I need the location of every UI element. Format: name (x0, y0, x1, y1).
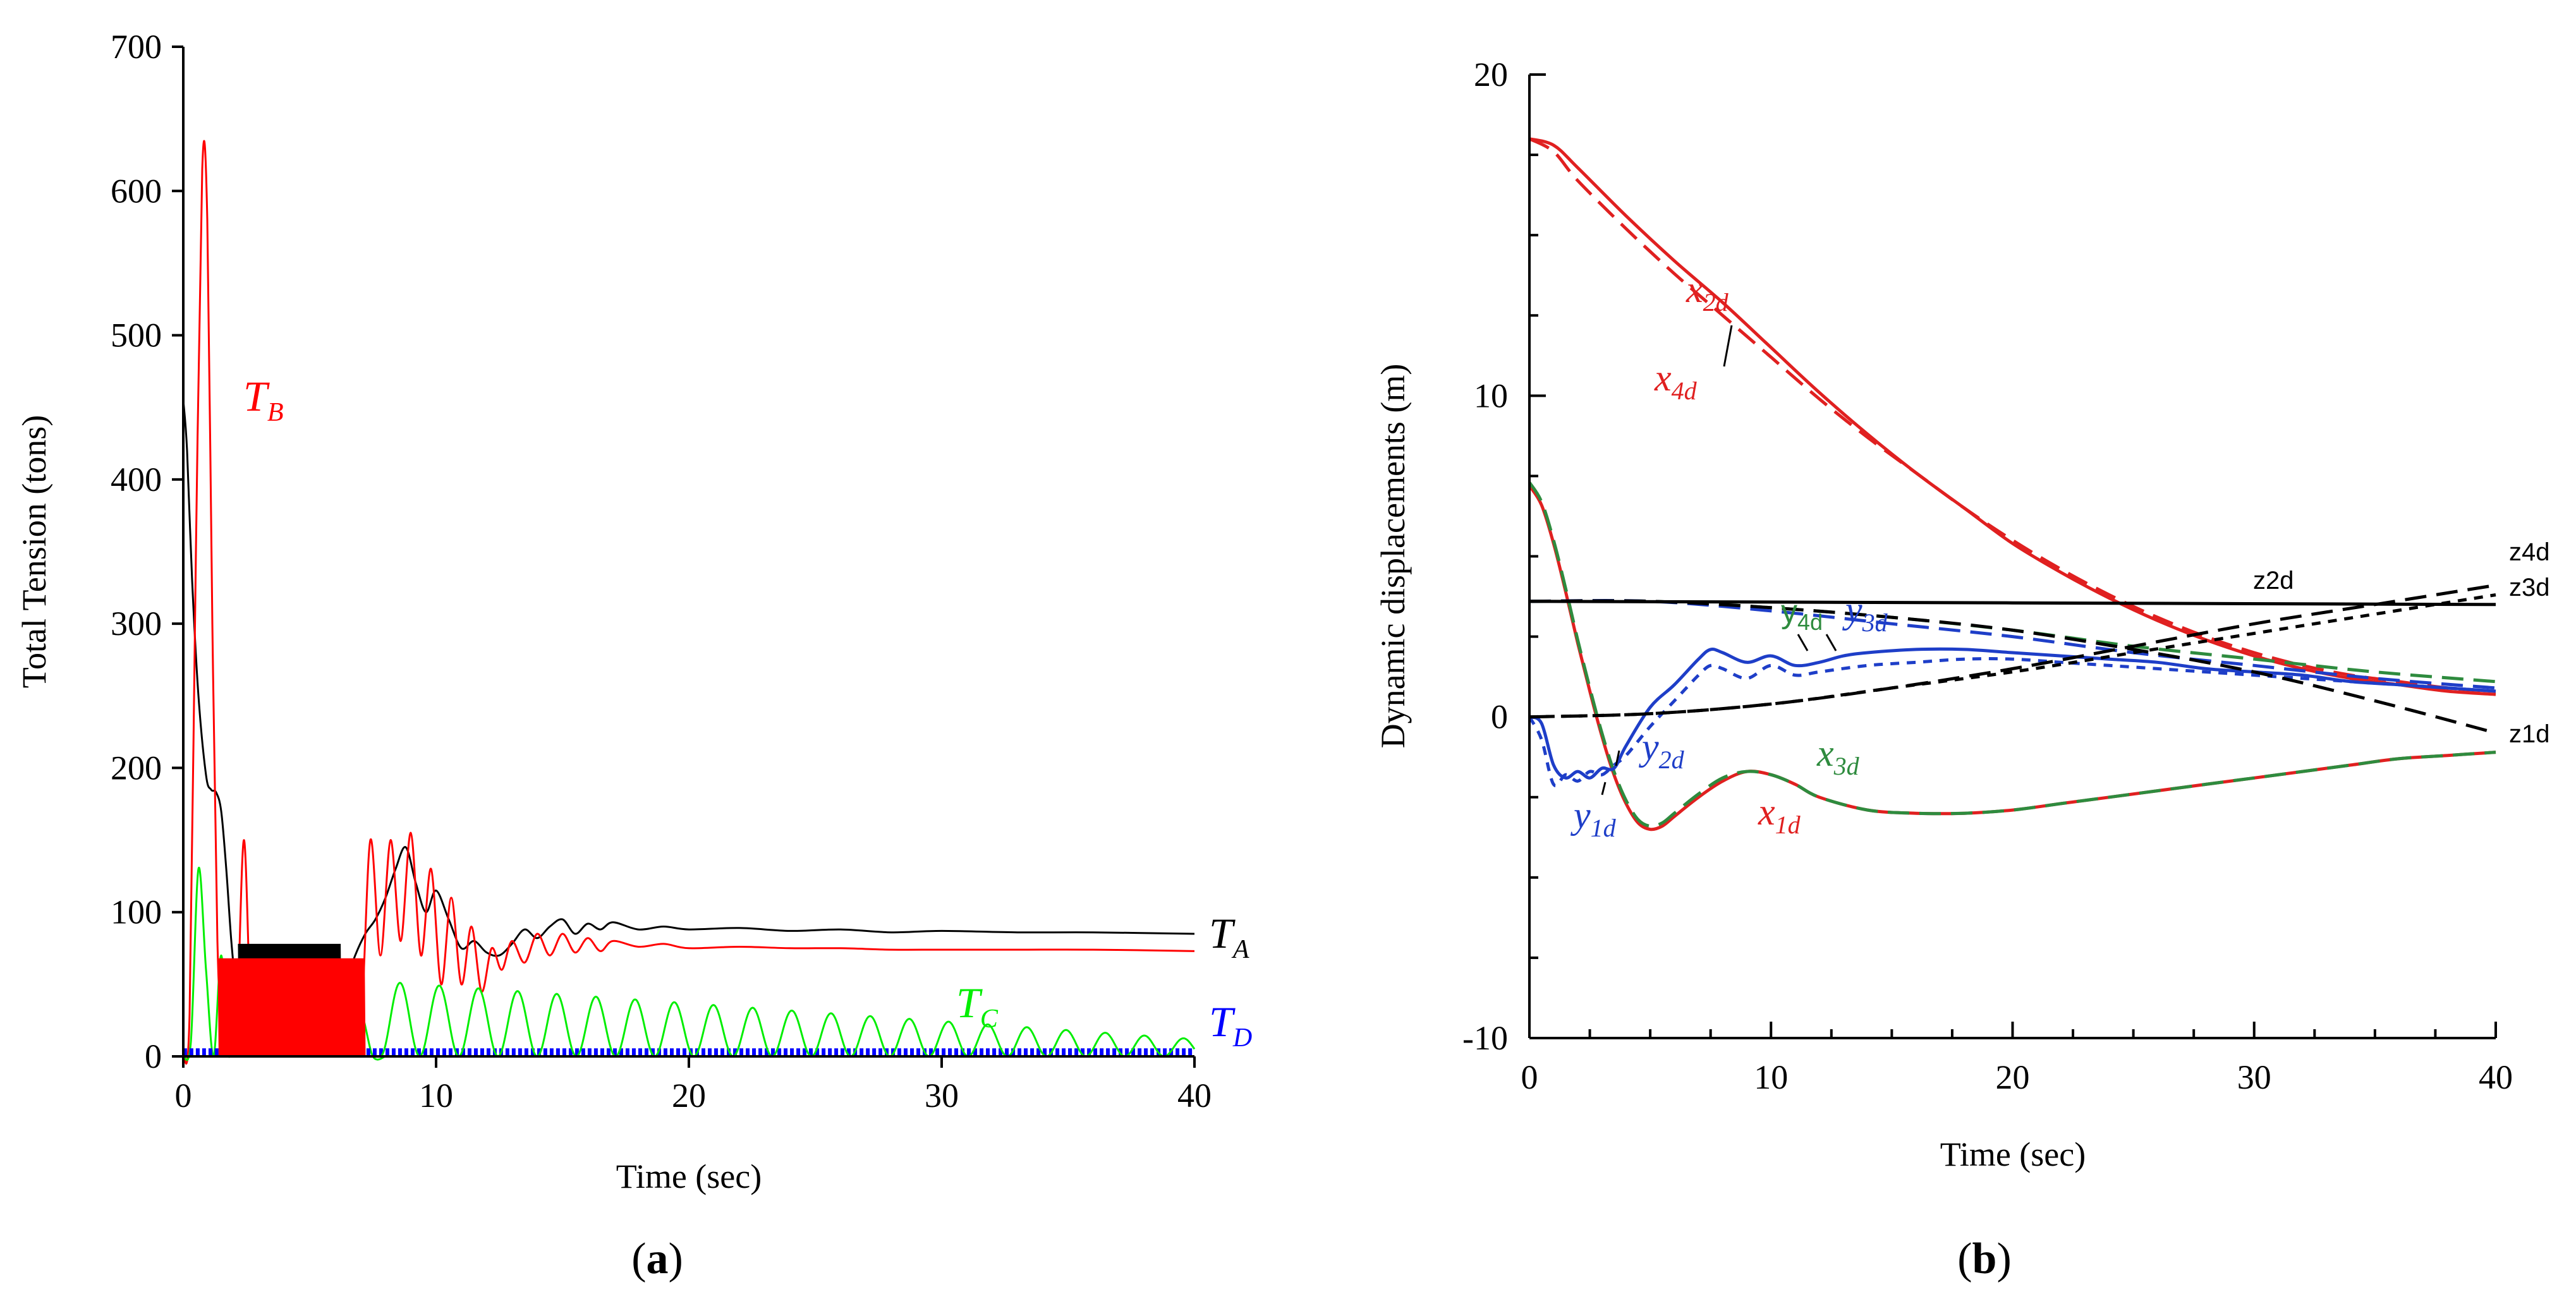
label-z4d: z4d (2509, 538, 2550, 566)
chart-a-series-layer (182, 140, 1196, 1065)
chart-b-xtick-label-3: 30 (2237, 1058, 2271, 1096)
chart-a-series-T_A (182, 400, 1195, 1018)
chart-b: 0 10 20 30 40 -10 0 10 20 Dynamic displacements … (1374, 56, 2550, 1283)
label-z1d: z1d (2509, 720, 2550, 748)
chart-b-leaders (1601, 325, 1837, 795)
chart-b-series-z1d (1529, 599, 2496, 735)
chart-b-series-z4d (1529, 583, 2496, 719)
label-T_D-main: T (1209, 998, 1236, 1046)
chart-a-xtick-label-1: 10 (419, 1077, 453, 1115)
chart-a-series-T_B (182, 140, 1195, 1065)
chart-b-ytick-label-0: -10 (1462, 1019, 1508, 1057)
chart-b-xtick-label-1: 10 (1754, 1058, 1788, 1096)
label-T_A-main: T (1209, 909, 1236, 957)
chart-a-ytick-label-7: 700 (111, 28, 162, 66)
label-T_A: TA (1209, 909, 1249, 964)
chart-a-ylabel: Total Tension (tons) (15, 415, 53, 688)
chart-a-series-T_C-tail (380, 982, 1196, 1058)
chart-b-xtick-label-4: 40 (2479, 1058, 2513, 1096)
chart-b-ytick-label-2: 10 (1474, 377, 1508, 414)
chart-a-ytick-label-4: 400 (111, 461, 162, 498)
chart-b-series-y1d (1528, 657, 2496, 787)
label-x2d: x2d (1686, 269, 1729, 317)
chart-b-xlabel: Time (sec) (1940, 1135, 2086, 1173)
label-T_D-sub: D (1232, 1024, 1252, 1053)
label-y1d: y1d (1570, 794, 1617, 842)
label-T_C-main: T (956, 979, 983, 1027)
chart-b-ticks: 0 10 20 30 40 -10 0 10 20 (1462, 56, 2513, 1096)
label-x4d: x4d (1654, 357, 1698, 405)
chart-a-ytick-label-6: 600 (111, 172, 162, 210)
chart-b-xtick-label-0: 0 (1521, 1058, 1538, 1096)
label-y2d: y2d (1638, 726, 1685, 774)
panel-a-label: (a) (631, 1235, 683, 1283)
label-T_B-main: T (243, 372, 270, 420)
label-x1d: x1d (1758, 791, 1801, 839)
chart-a-xlabel: Time (sec) (616, 1157, 762, 1195)
chart-b-xtick-label-2: 20 (1996, 1058, 2030, 1096)
label-T_C-sub: C (980, 1005, 999, 1034)
panel-b-label: (b) (1957, 1235, 2012, 1283)
chart-b-series-layer (1528, 137, 2496, 831)
chart-b-series-x4d (1528, 137, 2496, 693)
label-z3d: z3d (2509, 574, 2550, 601)
label-x3d: x3d (1816, 732, 1860, 780)
chart-b-series-x3d (1528, 481, 2496, 828)
label-T_C: TC (956, 979, 999, 1034)
chart-a-ytick-label-1: 100 (111, 893, 162, 931)
chart-a-xtick-label-3: 30 (925, 1077, 959, 1115)
chart-a-xtick-label-0: 0 (175, 1077, 192, 1115)
chart-a-xtick-label-2: 20 (672, 1077, 706, 1115)
chart-a-ytick-label-0: 0 (145, 1037, 162, 1075)
label-T_B: TB (243, 372, 283, 427)
chart-a-ytick-label-2: 200 (111, 749, 162, 787)
label-z2d: z2d (2253, 567, 2294, 595)
label-T_B-sub: B (267, 398, 284, 427)
chart-b-ylabel: Dynamic displacements (m) (1374, 364, 1412, 749)
chart-b-ytick-label-1: 0 (1491, 698, 1508, 736)
label-y3d: y3d (1842, 589, 1888, 637)
chart-a-ytick-label-5: 500 (111, 317, 162, 354)
label-T_D: TD (1209, 998, 1252, 1053)
chart-b-ytick-label-3: 20 (1474, 56, 1508, 94)
chart-a-series-T_B-dense (217, 958, 366, 1057)
chart-a-ytick-label-3: 300 (111, 605, 162, 643)
chart-a-xtick-label-4: 40 (1177, 1077, 1212, 1115)
label-y4d: y4d (1781, 593, 1823, 635)
label-T_A-sub: A (1231, 935, 1249, 964)
